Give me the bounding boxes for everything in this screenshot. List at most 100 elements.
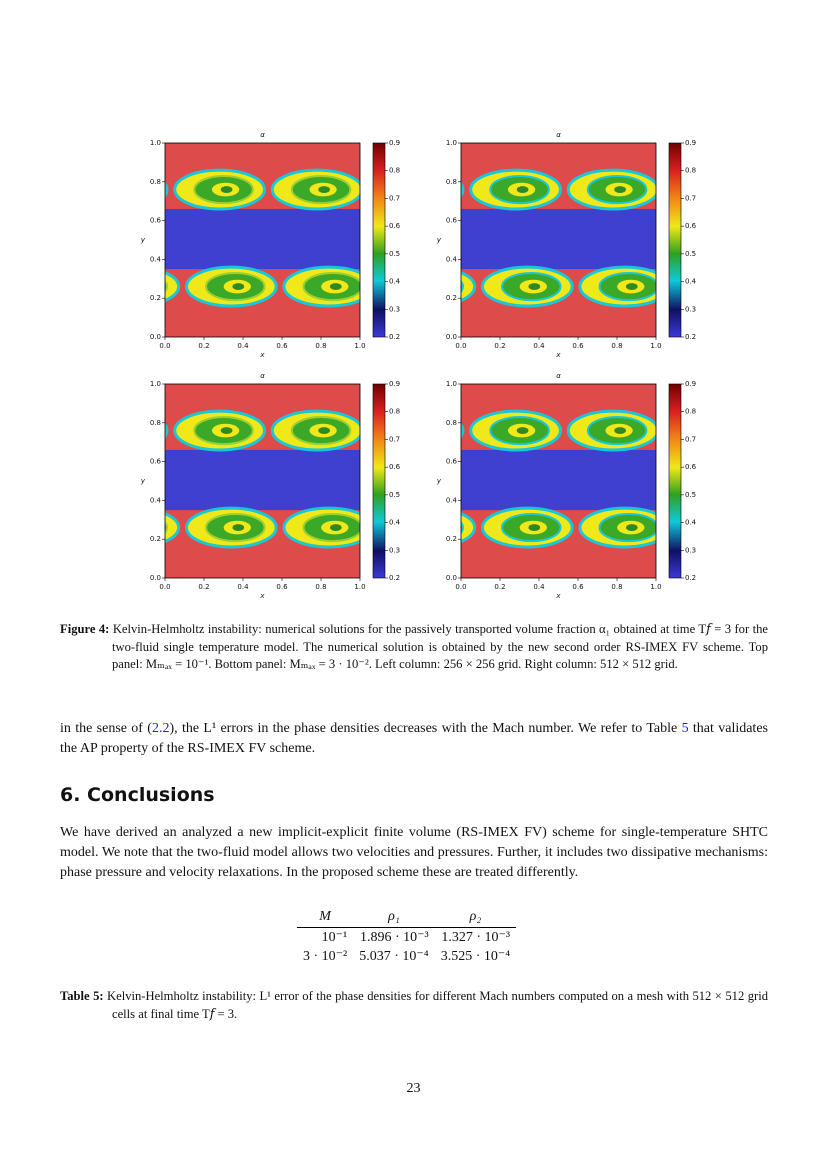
vortex-eye — [427, 524, 439, 531]
vortex-core — [407, 183, 434, 197]
vortex-eye — [123, 427, 135, 434]
x-tick-label: 1.0 — [354, 583, 365, 591]
vortex — [165, 512, 181, 544]
colorbar — [668, 142, 682, 338]
caption-label: Table 5: — [60, 989, 104, 1003]
colorbar-tick-label: 0.2 — [389, 333, 400, 341]
frame — [460, 383, 657, 579]
colorbar-tick-label: 0.4 — [389, 278, 401, 286]
vortex-core — [422, 280, 449, 294]
table-cell: 3 · 10⁻² — [303, 949, 348, 964]
x-tick-label: 0.6 — [276, 583, 288, 591]
x-tick-label: 0.8 — [611, 342, 622, 350]
vortex-ring — [697, 273, 756, 300]
vortex-eye — [712, 186, 724, 193]
x-tick-label: 0.8 — [611, 583, 622, 591]
paragraph: We have derived an analyzed a new implic… — [60, 825, 768, 880]
y-tick-label: 0.4 — [150, 255, 162, 263]
vortex-core — [419, 280, 446, 294]
text: ), the L¹ errors in the phase densities … — [169, 721, 682, 736]
colorbar-tick-label: 0.4 — [685, 278, 697, 286]
vortex-ring — [393, 417, 452, 444]
caption-text: Kelvin-Helmholtz instability: L¹ error o… — [107, 989, 768, 1021]
table-link[interactable]: 5 — [681, 721, 689, 736]
vortex-eye — [614, 186, 626, 194]
colorbar-tick-label: 0.2 — [685, 574, 696, 582]
vortex-ring — [461, 280, 465, 294]
vortex-eye — [723, 283, 735, 290]
vortex-eye — [232, 283, 245, 291]
vortex-ring — [697, 514, 756, 541]
vortex-core — [410, 183, 437, 197]
vortex — [461, 512, 477, 544]
table-header: ρ₂ — [434, 907, 517, 928]
vortex-eye — [318, 427, 330, 435]
vortex-core — [715, 280, 742, 294]
colorbar-tick-label: 0.6 — [685, 463, 697, 471]
page-number: 23 — [406, 1081, 421, 1096]
y-tick-label: 0.8 — [446, 178, 457, 186]
y-tick-label: 1.0 — [446, 380, 457, 388]
colorbar-tick-label: 0.3 — [685, 305, 696, 313]
vortex-eye — [123, 186, 135, 193]
panel: α x y 0.0 0.2 0.4 0.6 0.8 1.0 0.0 0.2 0.4 0.6 0.8 1.0 0… — [123, 131, 446, 359]
x-tick-label: 0.2 — [494, 583, 505, 591]
equation-link[interactable]: 2.2 — [151, 721, 170, 736]
x-tick-label: 0.6 — [572, 342, 584, 350]
y-tick-label: 0.0 — [446, 333, 457, 341]
y-tick-label: 0.0 — [150, 574, 161, 582]
x-label: x — [555, 592, 561, 600]
colorbar-tick-label: 0.8 — [685, 408, 696, 416]
x-tick-label: 0.2 — [494, 342, 505, 350]
colorbar-tick-label: 0.4 — [685, 519, 697, 527]
vortex-eye — [329, 283, 342, 291]
band — [461, 208, 656, 270]
paragraph: in the sense of (2.2), the L¹ errors in … — [60, 719, 768, 759]
x-tick-label: 0.0 — [455, 583, 466, 591]
colorbar-tick-label: 0.8 — [685, 167, 696, 175]
vortex-eye — [135, 524, 147, 531]
vortex — [677, 267, 767, 306]
colorbar-tick-label: 0.8 — [389, 408, 400, 416]
band — [461, 449, 656, 511]
x-tick-label: 0.6 — [276, 342, 288, 350]
vortex-eye — [528, 524, 541, 532]
colorbar-tick-label: 0.7 — [389, 435, 400, 443]
table-caption: Table 5: Kelvin-Helmholtz instability: L… — [60, 988, 768, 1023]
vortex-ring — [97, 417, 156, 444]
x-tick-label: 1.0 — [650, 342, 661, 350]
vortex-core — [419, 521, 446, 535]
y-tick-label: 0.8 — [446, 419, 457, 427]
y-tick-label: 1.0 — [150, 380, 161, 388]
colorbar — [372, 383, 386, 579]
x-tick-label: 0.6 — [572, 583, 584, 591]
colorbar-tick-label: 0.2 — [685, 333, 696, 341]
vortex — [461, 422, 465, 439]
vortex-eye — [723, 524, 735, 531]
y-label: y — [436, 236, 442, 244]
colorbar-tick-label: 0.5 — [389, 250, 400, 258]
vortex-eye — [135, 283, 147, 290]
table-cell: 10⁻¹ — [321, 930, 348, 945]
y-tick-label: 0.2 — [446, 294, 457, 302]
colorbar — [372, 142, 386, 338]
x-tick-label: 0.4 — [237, 342, 249, 350]
vortex-eye — [329, 524, 342, 532]
colorbar-tick-label: 0.6 — [389, 463, 401, 471]
x-label: x — [259, 351, 265, 359]
x-tick-label: 0.4 — [237, 583, 249, 591]
vortex-eye — [614, 427, 626, 435]
table: M ρ₁ ρ₂ 10⁻¹ 1.896 · 10⁻³ 1.327 · 10⁻³ 3 ·… — [297, 907, 517, 966]
colorbar-tick-label: 0.7 — [389, 194, 400, 202]
vortex — [165, 422, 169, 439]
y-label: y — [140, 477, 146, 485]
field-image — [393, 384, 756, 578]
vortex — [461, 271, 477, 303]
band — [165, 449, 360, 511]
table-header: ρ₁ — [353, 907, 435, 928]
vortex-eye — [427, 283, 439, 290]
colorbar-tick-label: 0.6 — [685, 222, 697, 230]
colorbar-tick-label: 0.7 — [685, 194, 696, 202]
x-tick-label: 0.8 — [315, 583, 326, 591]
x-tick-label: 0.0 — [159, 342, 170, 350]
